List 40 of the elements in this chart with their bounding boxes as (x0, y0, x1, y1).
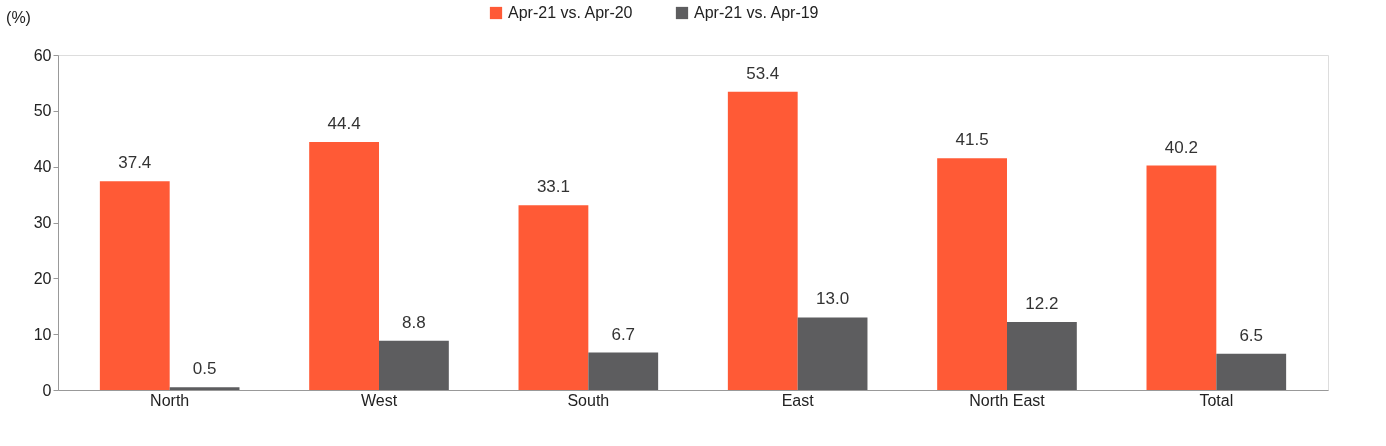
data-label: 6.5 (1239, 325, 1264, 345)
y-tick-label: 50 (33, 102, 52, 120)
data-label: 13.0 (816, 289, 850, 309)
bar (99, 181, 170, 390)
bar (727, 91, 798, 390)
data-label: 44.4 (327, 114, 361, 134)
y-tick-label: 0 (42, 381, 52, 399)
y-tick-label: 60 (33, 46, 52, 64)
data-label: 40.2 (1164, 137, 1198, 157)
bar (588, 352, 659, 390)
data-label: 53.4 (746, 63, 780, 83)
bar (379, 340, 449, 390)
y-tick-label: 30 (33, 214, 52, 231)
x-tick-label: North (150, 391, 190, 409)
bar (1216, 353, 1287, 390)
bar (1146, 165, 1217, 390)
bar (937, 158, 1007, 390)
x-tick-label: North East (969, 391, 1046, 409)
data-label: 37.4 (118, 153, 152, 173)
y-tick-label: 10 (33, 325, 52, 343)
data-label: 6.7 (611, 324, 636, 344)
legend-label: Apr-21 vs. Apr-20 (508, 4, 633, 21)
x-tick-label: West (360, 391, 398, 409)
data-label: 0.5 (192, 359, 217, 379)
data-label: 33.1 (536, 177, 570, 197)
data-label: 41.5 (955, 130, 989, 150)
bar (797, 317, 868, 390)
x-tick-label: East (781, 391, 815, 409)
y-axis-title: (%) (6, 8, 31, 26)
bar (169, 387, 240, 390)
bar (1006, 321, 1077, 390)
data-label: 8.8 (402, 312, 426, 332)
data-label: 12.2 (1025, 293, 1059, 313)
y-tick-label: 20 (33, 269, 52, 287)
x-tick-label: South (567, 391, 610, 409)
bar (309, 142, 380, 390)
bar (518, 205, 589, 390)
y-tick-label: 40 (33, 158, 52, 176)
legend-label: Apr-21 vs. Apr-19 (694, 4, 819, 21)
x-tick-label: Total (1199, 391, 1234, 409)
